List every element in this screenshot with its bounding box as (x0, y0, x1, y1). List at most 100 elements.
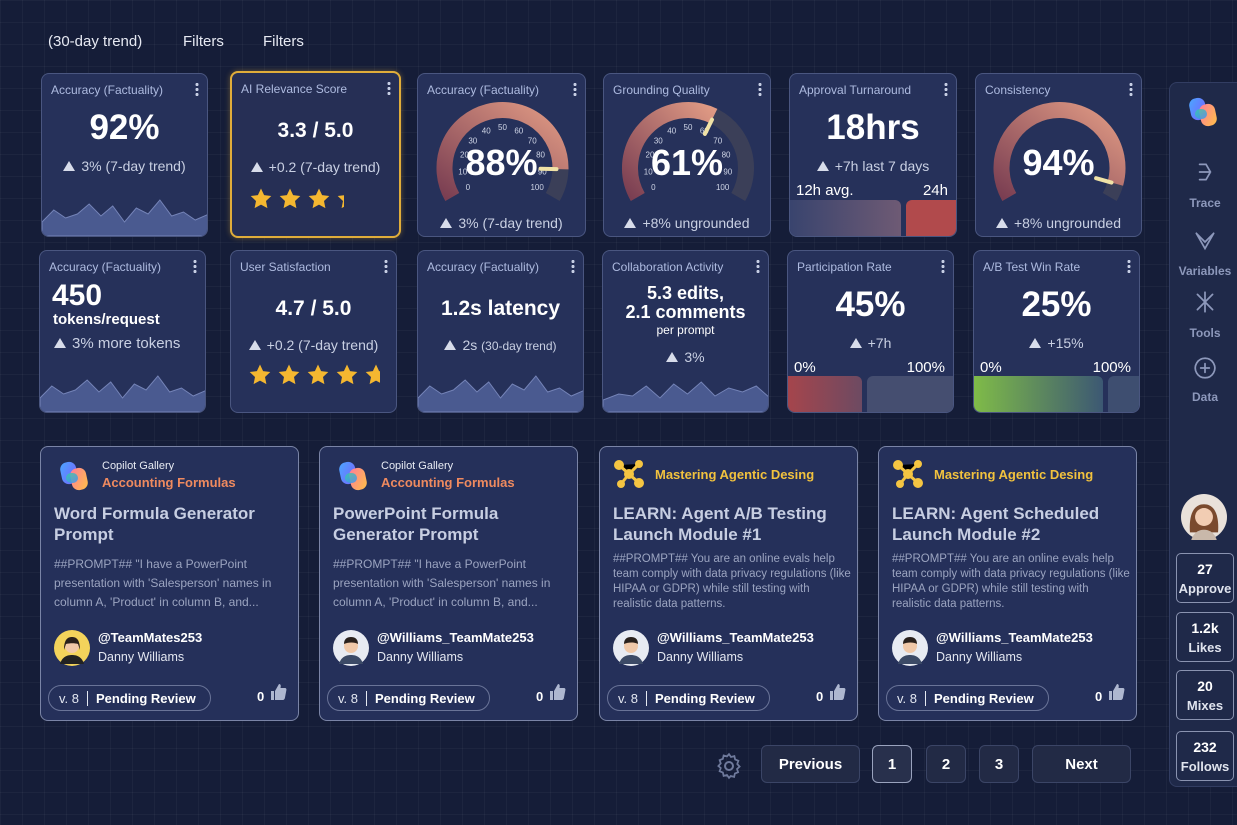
page-button[interactable]: 1 (872, 745, 912, 783)
thumbs-up-icon[interactable] (548, 683, 566, 701)
gallery-author: Danny Williams (98, 650, 185, 664)
sparkline-area (418, 375, 583, 412)
gauge-scale-label: 0 (466, 183, 471, 192)
kebab-menu[interactable] (758, 82, 762, 96)
avatar-face (1195, 508, 1213, 526)
nav-label[interactable]: Variables (1178, 264, 1232, 278)
trend-label: (30-day trend) (48, 33, 143, 50)
gallery-category: Accounting Formulas (381, 475, 515, 490)
bar-segment (1107, 376, 1139, 412)
star (336, 364, 358, 385)
star (279, 188, 301, 209)
bar-segment (790, 200, 902, 236)
star (337, 188, 359, 209)
kebab-menu[interactable] (756, 259, 760, 273)
review-status: Pending Review (96, 690, 196, 706)
kebab-menu[interactable] (1127, 259, 1131, 273)
gauge-scale-label: 70 (713, 136, 722, 145)
nav-icon[interactable] (1192, 229, 1218, 255)
metric-value: 92% (89, 108, 160, 147)
trend-text: 3% (684, 349, 705, 365)
nav-label[interactable]: Data (1191, 390, 1218, 404)
gallery-author: Danny Williams (657, 650, 744, 664)
kebab-menu[interactable] (1129, 82, 1133, 96)
gallery-card[interactable]: Copilot Gallery Accounting Formulas Word F… (40, 446, 299, 721)
kebab-menu[interactable] (384, 259, 388, 273)
kebab-menu[interactable] (944, 82, 948, 96)
filters-button[interactable]: Filters (183, 33, 224, 50)
settings-icon[interactable] (714, 751, 744, 781)
metric-value: 4.7 / 5.0 (275, 297, 352, 320)
molecule-node (624, 469, 634, 479)
trend-arrow (816, 161, 829, 171)
status-pill: v. 8 Pending Review (48, 685, 211, 711)
page-button[interactable]: 3 (979, 745, 1019, 783)
gallery-handle: @Williams_TeamMate253 (377, 630, 534, 645)
divider (87, 690, 88, 706)
metric-trend: +7h (788, 335, 953, 351)
kebab-menu[interactable] (571, 259, 575, 273)
gauge-scale-label: 30 (468, 136, 477, 145)
bar-label: 24h (922, 182, 948, 199)
nav-label[interactable]: Tools (1189, 326, 1221, 340)
stat-label: Approve (1178, 581, 1232, 596)
gallery-card[interactable]: Mastering Agentic Desing LEARN: Agent Sch… (878, 446, 1137, 721)
star (278, 364, 300, 385)
profile-avatar[interactable] (1181, 494, 1227, 540)
nav-icon[interactable] (1192, 355, 1218, 381)
trend-note: (30-day trend) (481, 339, 557, 353)
metric-value: 94% (1022, 142, 1095, 183)
bar-segment (867, 376, 953, 412)
trend-arrow (54, 338, 66, 348)
version: v. 8 (338, 690, 358, 706)
kebab-menu[interactable] (195, 82, 199, 96)
logo-shape (345, 473, 357, 483)
previous-button[interactable]: Previous (761, 745, 860, 783)
filters-button[interactable]: Filters (263, 33, 304, 50)
gallery-card[interactable]: Copilot Gallery Accounting Formulas PowerP… (319, 446, 578, 721)
metric-title: Accuracy (Factuality) (427, 260, 540, 274)
nav-icon[interactable] (1192, 289, 1218, 315)
sparkline-area (603, 381, 768, 412)
status-pill: v. 8 Pending Review (327, 685, 490, 711)
like-count: 0 (816, 689, 824, 704)
gallery-title: LEARN: Agent A/B Testing Launch Module #… (613, 504, 827, 544)
copilot-logo (339, 461, 367, 491)
gallery-prompt: ##PROMPT## "I have a PowerPoint presenta… (54, 557, 272, 609)
copilot-logo (1189, 97, 1217, 127)
bar-label: 0% (980, 359, 1002, 376)
gauge-scale-label: 60 (514, 127, 523, 136)
kebab-menu[interactable] (387, 81, 391, 95)
metric-card: A/B Test Win Rate 25% +15% 0% 100% (973, 250, 1140, 413)
gauge-scale-label: 50 (498, 123, 507, 132)
nav-label[interactable]: Trace (1189, 196, 1221, 210)
molecule-icon (614, 460, 644, 488)
gallery-handle: @TeamMates253 (98, 630, 203, 645)
sparkline (40, 375, 205, 412)
page-button[interactable]: 2 (926, 745, 966, 783)
bar-segment (788, 376, 863, 412)
next-button[interactable]: Next (1032, 745, 1131, 783)
molecule-node (617, 480, 625, 488)
metric-value: 450 (52, 279, 103, 312)
thumbs-up-icon[interactable] (269, 683, 287, 701)
trend-arrow (624, 218, 637, 228)
kebab-menu[interactable] (941, 259, 945, 273)
thumbs-up-icon[interactable] (828, 683, 846, 701)
gauge-scale-label: 90 (538, 167, 547, 176)
stat-label: Mixes (1186, 698, 1224, 713)
status-pill: v. 8 Pending Review (607, 685, 770, 711)
metric-trend: 3% (7-day trend) (418, 215, 585, 231)
molecule-icon (893, 460, 923, 488)
divider (646, 690, 647, 706)
kebab-menu[interactable] (193, 259, 197, 273)
avatar-body (60, 655, 84, 664)
kebab-menu[interactable] (573, 82, 577, 96)
avatar-body (898, 655, 922, 664)
gallery-author: Danny Williams (936, 650, 1023, 664)
metric-trend: 3% more tokens (54, 335, 205, 352)
gallery-card[interactable]: Mastering Agentic Desing LEARN: Agent A/B… (599, 446, 858, 721)
metric-trend: +8% ungrounded (604, 215, 770, 231)
nav-icon[interactable] (1192, 159, 1218, 185)
thumbs-up-icon[interactable] (1107, 683, 1125, 701)
